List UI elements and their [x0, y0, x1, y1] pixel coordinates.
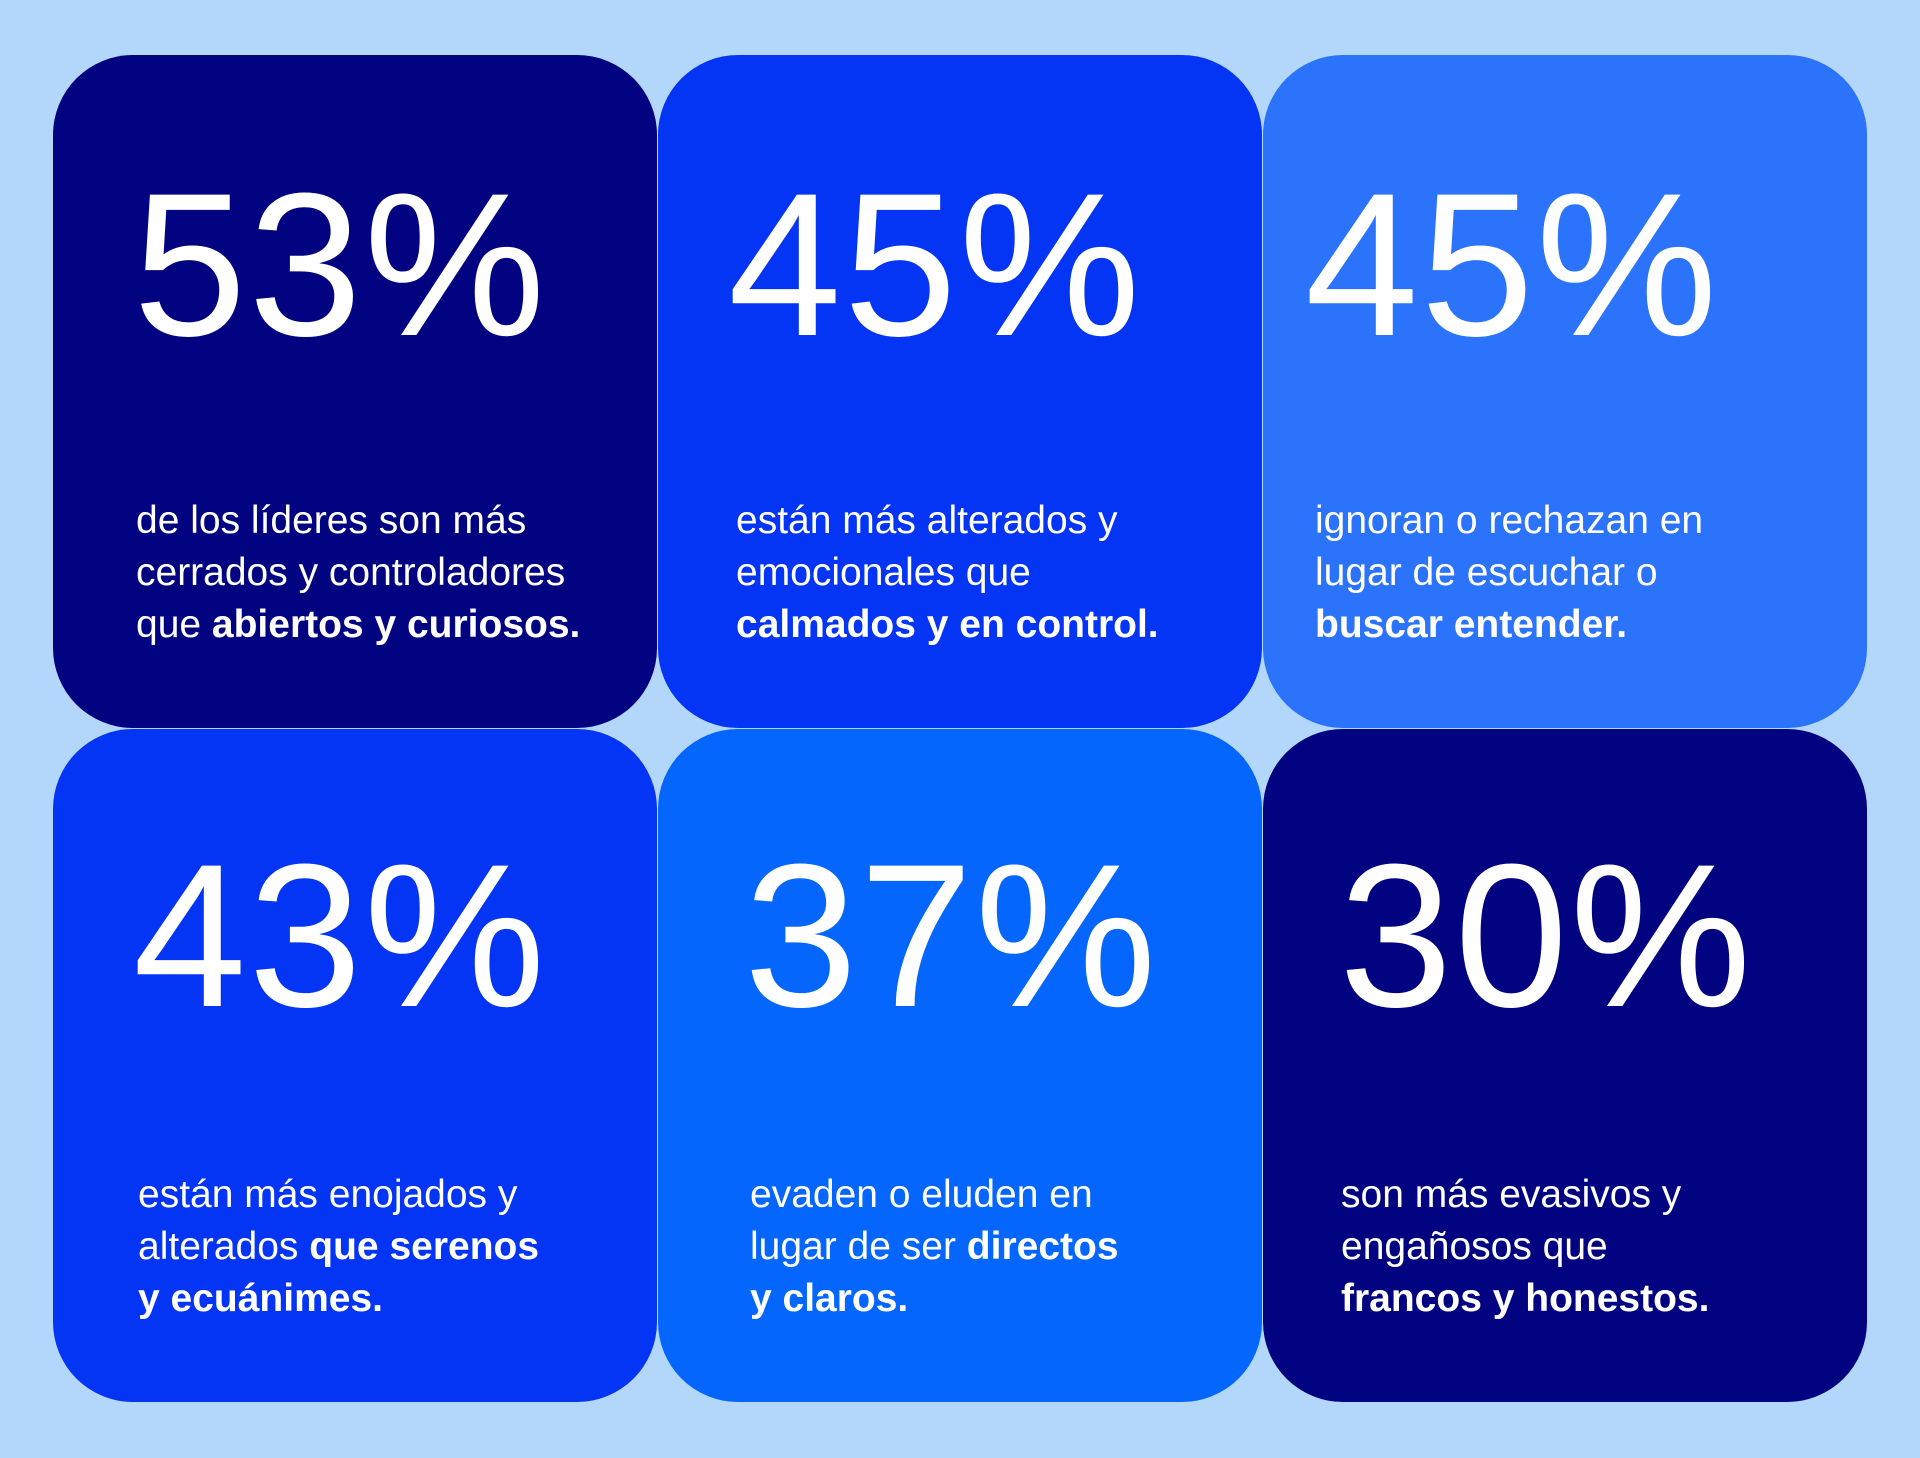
description-emphasis: francos y honestos.	[1341, 1277, 1710, 1320]
description-line: emocionales que	[736, 551, 1031, 594]
description-emphasis: y ecuánimes.	[138, 1277, 383, 1320]
description-emphasis: calmados y en control.	[736, 603, 1159, 646]
description-line: están más enojados y	[138, 1173, 518, 1216]
stat-card-evade-elude: 37% evaden o eluden en lugar de ser dire…	[658, 729, 1262, 1402]
description-line: están más alterados y	[736, 499, 1118, 542]
description-line: alterados que serenos	[138, 1221, 657, 1273]
stat-description: son más evasivos y engañosos que francos…	[1341, 1169, 1861, 1325]
description-plain: lugar de ser	[750, 1225, 967, 1268]
description-line: y claros.	[750, 1273, 1262, 1325]
stat-description: evaden o eluden en lugar de ser directos…	[750, 1169, 1262, 1325]
stat-card-upset-emotional: 45% están más alterados y emocionales qu…	[658, 55, 1262, 728]
description-line: lugar de escuchar o	[1315, 551, 1658, 594]
description-emphasis: abiertos y curiosos.	[211, 603, 581, 646]
description-emphasis: que serenos	[309, 1225, 540, 1268]
stat-value: 30%	[1339, 822, 1754, 1050]
stat-description: están más enojados y alterados que seren…	[138, 1169, 657, 1325]
description-line: lugar de ser directos	[750, 1221, 1262, 1273]
description-line: ignoran o rechazan en	[1315, 499, 1704, 542]
description-emphasis: buscar entender.	[1315, 603, 1628, 646]
description-line: y ecuánimes.	[138, 1273, 657, 1325]
stat-description: están más alterados y emocionales que ca…	[736, 495, 1256, 651]
stat-description: de los líderes son más cerrados y contro…	[136, 495, 656, 651]
stat-value: 53%	[133, 151, 548, 379]
description-line: calmados y en control.	[736, 599, 1256, 651]
stat-card-angry-upset: 43% están más enojados y alterados que s…	[53, 729, 657, 1402]
description-line: buscar entender.	[1315, 599, 1835, 651]
stats-grid: 53% de los líderes son más cerrados y co…	[53, 55, 1867, 1402]
description-plain: que	[136, 603, 212, 646]
stat-card-ignore-reject: 45% ignoran o rechazan en lugar de escuc…	[1263, 55, 1867, 728]
description-line: cerrados y controladores	[136, 551, 566, 594]
description-line: engañosos que	[1341, 1225, 1608, 1268]
description-line: que abiertos y curiosos.	[136, 599, 656, 651]
description-line: francos y honestos.	[1341, 1273, 1861, 1325]
stat-value: 43%	[133, 822, 548, 1050]
stat-card-closed-controlling: 53% de los líderes son más cerrados y co…	[53, 55, 657, 728]
description-emphasis: directos	[966, 1225, 1119, 1268]
description-line: evaden o eluden en	[750, 1173, 1093, 1216]
stat-value: 45%	[728, 151, 1143, 379]
description-line: de los líderes son más	[136, 499, 527, 542]
stat-card-evasive-deceptive: 30% son más evasivos y engañosos que fra…	[1263, 729, 1867, 1402]
description-emphasis: y claros.	[750, 1277, 909, 1320]
description-plain: alterados	[138, 1225, 310, 1268]
stat-description: ignoran o rechazan en lugar de escuchar …	[1315, 495, 1835, 651]
description-line: son más evasivos y	[1341, 1173, 1682, 1216]
stat-value: 45%	[1305, 151, 1720, 379]
stat-value: 37%	[744, 822, 1159, 1050]
